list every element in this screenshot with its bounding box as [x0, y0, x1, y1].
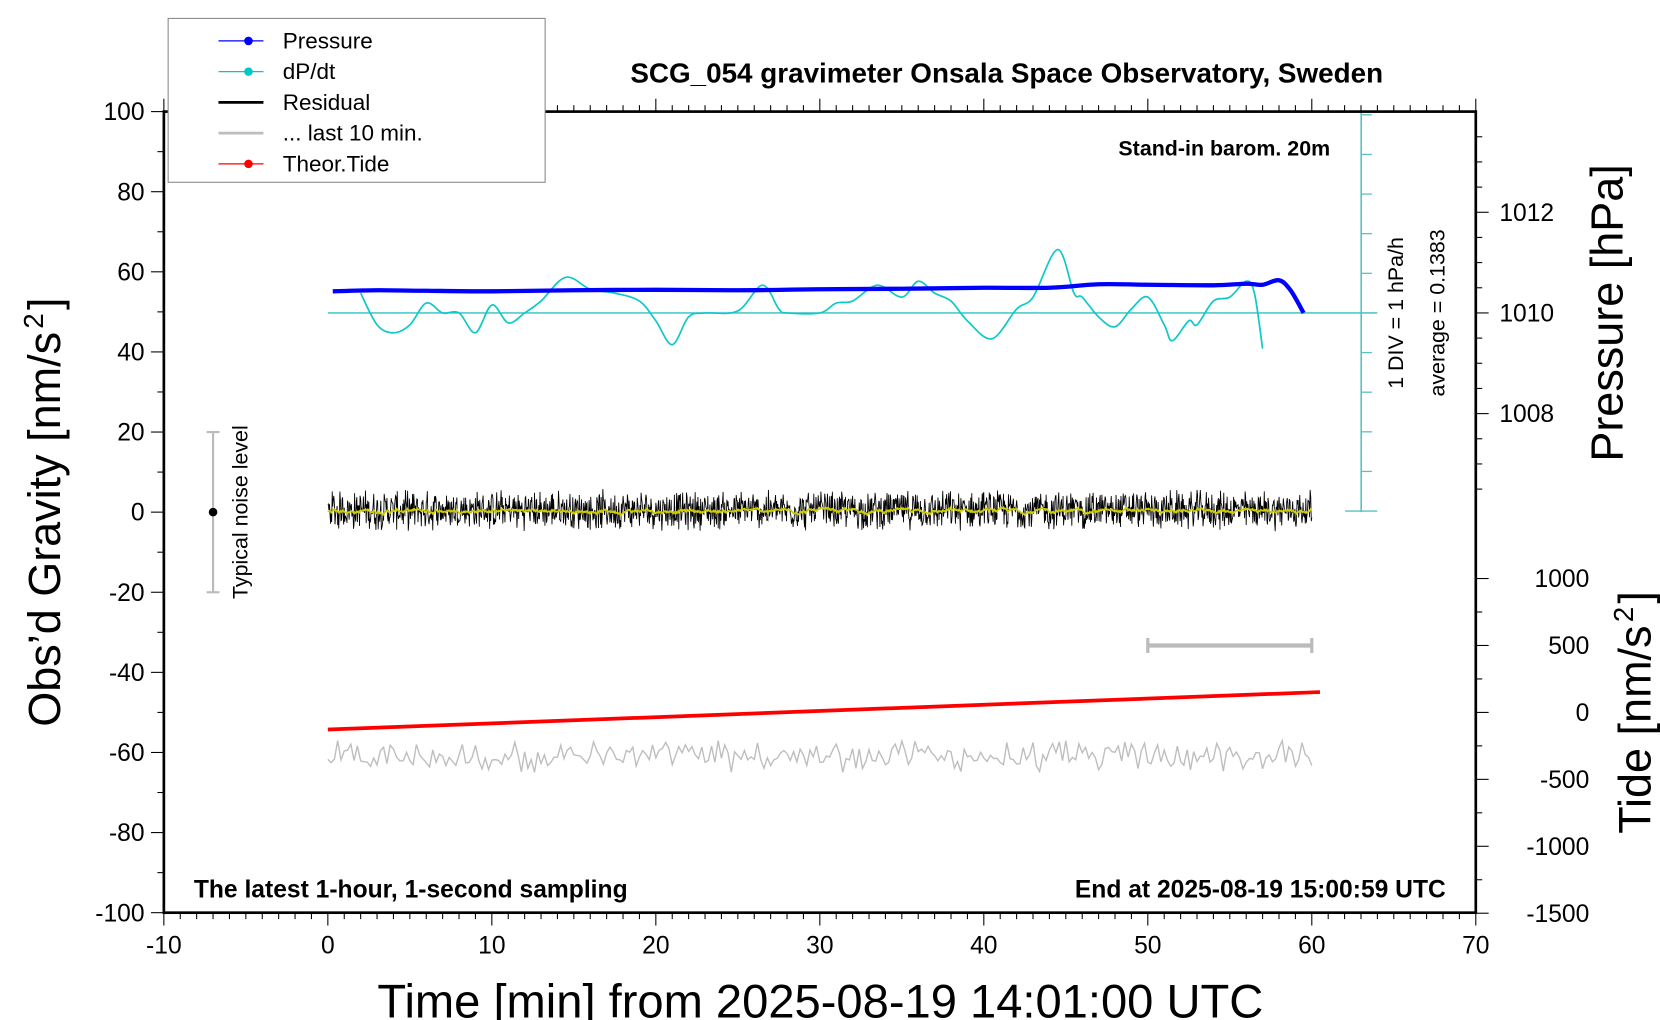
y-tick-label: 0 [131, 500, 145, 527]
legend-label: ... last 10 min. [283, 121, 423, 146]
y-tick-label: 80 [117, 179, 144, 206]
x-tick-label: 0 [321, 932, 335, 959]
y-axis-label-end: ] [19, 298, 70, 311]
plot-frame [162, 110, 1478, 915]
tide-tick-label: -1000 [1526, 834, 1589, 861]
tide-tick-label: 1000 [1535, 566, 1590, 593]
legend-marker [244, 36, 253, 46]
y-tick-label: 60 [117, 259, 144, 286]
legend-label: Theor.Tide [283, 151, 390, 176]
y-axis-label-main: Obs’d Gravity [nm/s [19, 332, 70, 727]
x-tick-label: 30 [806, 932, 833, 959]
x-tick-label: 40 [970, 932, 997, 959]
x-tick-label: 50 [1134, 932, 1161, 959]
plot-area [206, 111, 1378, 774]
tide-line [327, 690, 1321, 732]
y-tick-label: -40 [109, 660, 145, 687]
y-axis-label-sup: 2 [18, 313, 49, 328]
legend-label: Pressure [283, 28, 373, 53]
end-time-note: End at 2025-08-19 15:00:59 UTC [1075, 877, 1446, 904]
barometer-note: Stand-in barom. 20m [1118, 137, 1330, 161]
legend-label: dP/dt [283, 59, 336, 84]
pressure-tick-label: 1010 [1499, 301, 1554, 328]
tide-axis-label-sup: 2 [1608, 607, 1639, 622]
legend-box [167, 17, 546, 183]
legend-marker [244, 67, 253, 76]
x-axis-label: Time [min] from 2025-08-19 14:01:00 UTC [377, 975, 1263, 1020]
pressure-axis-label: Pressure [hPa] [1582, 164, 1633, 461]
legend-label: Residual [283, 90, 371, 115]
x-tick-label: 20 [642, 932, 669, 959]
legend-marker [244, 159, 253, 169]
y-tick-label: -100 [95, 900, 144, 927]
y-tick-label: 40 [117, 339, 144, 366]
residual-line [327, 488, 1313, 532]
y-tick-label: -60 [109, 740, 145, 767]
residual-smoothed-line [327, 505, 1313, 517]
tide-axis-label-main: Tide [nm/s [1609, 625, 1660, 833]
dpdt-average-note: average = 0.1383 [1426, 229, 1450, 396]
legend: Pressure dP/dt Residual ... last 10 min. The… [167, 17, 546, 183]
tide-axis-label: Tide [nm/s 2] [1608, 591, 1660, 834]
pressure-tick-label: 1012 [1499, 200, 1554, 227]
noise-level-note: Typical noise level [228, 425, 252, 599]
tide-tick-label: 0 [1576, 700, 1590, 727]
noise-level-center-dot [208, 507, 218, 517]
tide-tick-label: -500 [1540, 767, 1589, 794]
tide-tick-label: -1500 [1526, 901, 1589, 928]
x-tick-label: -10 [146, 932, 182, 959]
x-tick-label: 10 [478, 932, 505, 959]
y-tick-label: -80 [109, 820, 145, 847]
last-10-min-line [327, 738, 1313, 774]
tide-axis-label-end: ] [1609, 591, 1660, 604]
x-tick-label: 70 [1462, 932, 1489, 959]
pressure-tick-label: 1008 [1499, 401, 1554, 428]
y-tick-label: -20 [109, 580, 145, 607]
sampling-note: The latest 1-hour, 1-second sampling [194, 877, 628, 904]
chart-title: SCG_054 gravimeter Onsala Space Observat… [630, 58, 1383, 89]
pressure-line [332, 278, 1306, 315]
y-tick-label: 100 [103, 99, 144, 126]
x-tick-label: 60 [1298, 932, 1325, 959]
dpdt-line [359, 248, 1264, 349]
y-tick-label: 20 [117, 420, 144, 447]
tide-tick-label: 500 [1548, 633, 1589, 660]
axes: -10 0 10 20 30 40 50 60 70100806040200-20-40-60-… [95, 98, 1590, 959]
y-axis-label: Obs’d Gravity [nm/s 2] [18, 298, 70, 727]
dpdt-division-note: 1 DIV = 1 hPa/h [1384, 237, 1408, 389]
